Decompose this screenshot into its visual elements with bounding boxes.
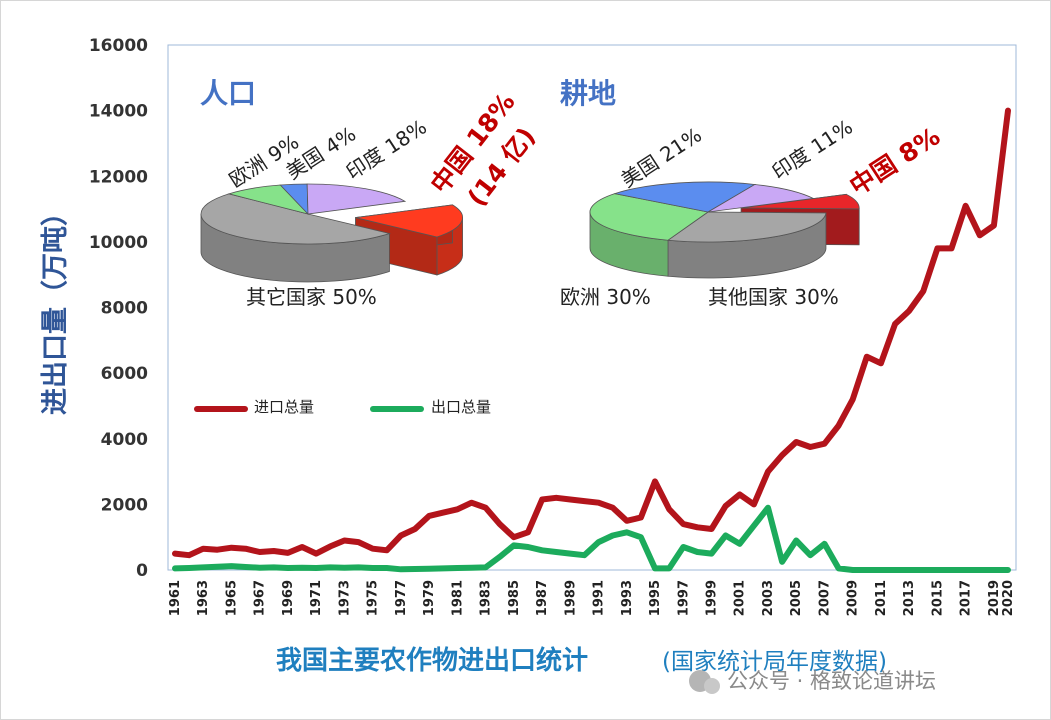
legend: 进口总量 出口总量 — [194, 398, 491, 416]
x-tick-label: 1975 — [366, 580, 381, 616]
pie-farmland-slice-top — [707, 184, 815, 213]
y-tick-label: 0 — [136, 561, 148, 581]
pie-farmland-slice-top — [666, 211, 827, 243]
x-tick-label: 1977 — [394, 580, 409, 616]
x-tick-label: 1993 — [620, 580, 635, 616]
pie-farmland-title: 耕地 — [560, 77, 616, 110]
series-line-import — [172, 107, 1011, 559]
series-lines — [172, 107, 1011, 573]
y-tick-label: 6000 — [101, 364, 148, 384]
pie-population-slice-top — [355, 204, 463, 238]
x-tick-label: 2017 — [959, 580, 974, 616]
x-tick-label: 1983 — [479, 580, 494, 616]
x-tick-label: 2007 — [817, 580, 832, 616]
x-tick-label: 1973 — [337, 580, 352, 616]
x-tick-label: 2019 — [987, 580, 1002, 616]
y-tick-label: 14000 — [89, 102, 148, 122]
x-tick-label: 1987 — [535, 580, 550, 616]
x-tick-label: 1989 — [563, 580, 578, 616]
x-tick-label: 2005 — [789, 580, 804, 616]
watermark: 公众号 · 格致论道讲坛 — [689, 669, 936, 694]
x-tick-label: 2015 — [930, 580, 945, 616]
y-axis-ticks: 0 2000 4000 6000 8000 10000 12000 14000 16000 — [89, 36, 148, 581]
x-tick-label: 1995 — [648, 580, 663, 616]
x-axis-ticks: 1961 1963 1965 1967 1969 1971 1973 1975 1977 1979… — [168, 580, 1016, 616]
x-tick-label: 1991 — [592, 580, 607, 616]
pie-farmland-label-india: 印度 11% — [768, 115, 857, 185]
x-tick-label: 2013 — [902, 580, 917, 616]
series-line-export — [172, 504, 1011, 573]
x-tick-label: 2011 — [874, 580, 889, 616]
pie-farmland-label-usa: 美国 21% — [617, 123, 706, 193]
y-tick-label: 16000 — [89, 36, 148, 56]
plot-area-border — [167, 44, 1017, 571]
pie-population-slices — [200, 183, 463, 283]
x-tick-label: 2020 — [1001, 580, 1016, 616]
watermark-text: 公众号 · 格致论道讲坛 — [727, 669, 936, 693]
x-tick-label: 1985 — [507, 580, 522, 616]
x-tick-label: 1979 — [422, 580, 437, 616]
y-tick-label: 8000 — [101, 299, 148, 319]
wechat-icon-bubble — [704, 678, 720, 694]
legend-label-export: 出口总量 — [431, 398, 491, 416]
pie-population-slice-top — [200, 193, 391, 245]
x-tick-label: 2009 — [846, 580, 861, 616]
y-axis-label: 进出口量（万吨） — [40, 199, 71, 415]
pie-population-title: 人口 — [200, 77, 256, 110]
pie-population-slice-top — [306, 183, 407, 215]
pie-farmland-label-europe: 欧洲 30% — [560, 285, 651, 309]
pie-farmland: 耕地 美国 21% 印度 11% 中国 8% 欧洲 30% 其他国家 30% — [560, 77, 945, 309]
x-tick-label: 1999 — [705, 580, 720, 616]
pie-population-label-india: 印度 18% — [342, 115, 431, 185]
pie-farmland-label-others: 其他国家 30% — [708, 285, 839, 309]
x-tick-label: 1969 — [281, 580, 296, 616]
x-tick-label: 1961 — [168, 580, 183, 616]
x-tick-label: 1963 — [196, 580, 211, 616]
x-tick-label: 1997 — [676, 580, 691, 616]
y-tick-label: 10000 — [89, 233, 148, 253]
legend-label-import: 进口总量 — [254, 398, 314, 416]
x-tick-label: 1965 — [224, 580, 239, 616]
x-tick-label: 1971 — [309, 580, 324, 616]
x-tick-label: 2003 — [761, 580, 776, 616]
caption-main: 我国主要农作物进出口统计 — [276, 645, 588, 676]
x-tick-label: 1967 — [253, 580, 268, 616]
y-tick-label: 2000 — [101, 495, 148, 515]
pie-population: 人口 欧洲 9% 美国 4% 印度 18% 中国 18% (14 亿) 其它国家… — [200, 77, 541, 309]
pie-farmland-slice-top — [589, 193, 709, 241]
pie-population-label-others: 其它国家 50% — [246, 285, 377, 309]
y-tick-label: 12000 — [89, 167, 148, 187]
x-tick-label: 1981 — [450, 580, 465, 616]
pie-farmland-slices — [589, 181, 860, 279]
pie-farmland-slice-top — [613, 181, 757, 213]
pie-farmland-slice-top — [741, 193, 860, 210]
x-tick-label: 2001 — [733, 580, 748, 616]
pie-farmland-label-china: 中国 8% — [844, 122, 945, 201]
y-tick-label: 4000 — [101, 430, 148, 450]
